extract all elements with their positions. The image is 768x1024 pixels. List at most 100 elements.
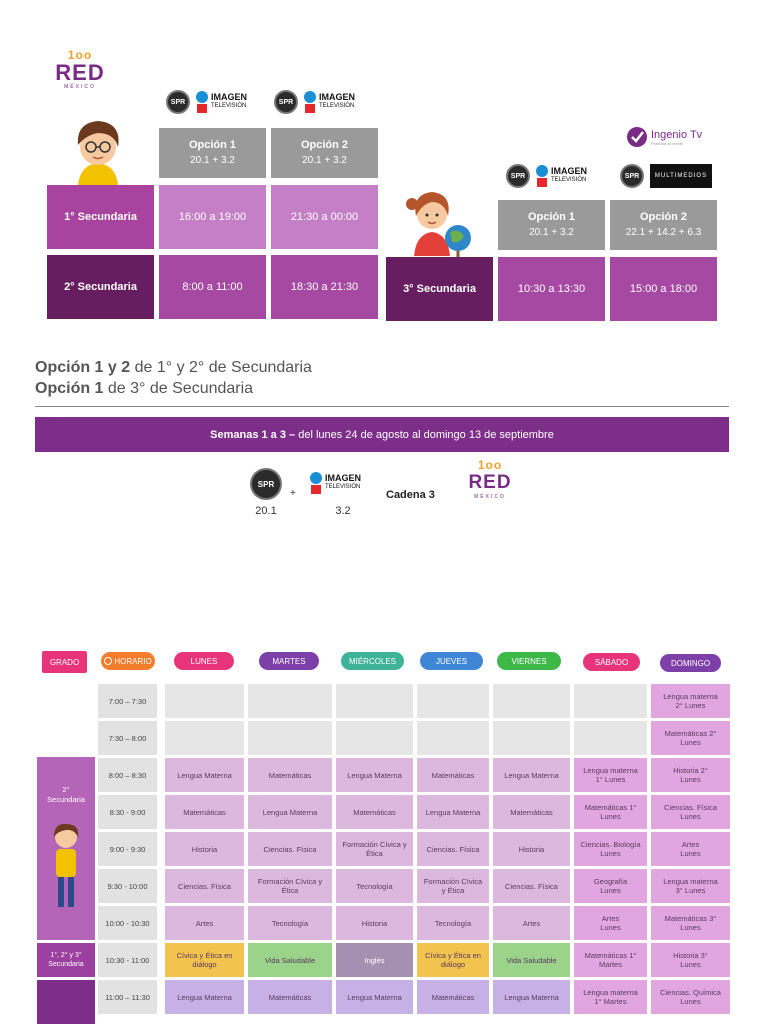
option-channels: 20.1 + 3.2 xyxy=(190,155,235,166)
schedule-cell: Tecnología xyxy=(417,906,489,940)
spr-channel-number: 20.1 xyxy=(255,505,277,517)
schedule-cell: Inglés xyxy=(336,943,413,977)
spr-logo: SPR xyxy=(250,468,282,500)
grade-column-all: 1°, 2° y 3° Secundaria xyxy=(37,943,95,977)
schedule-cell: Formación Cívica y Ética xyxy=(248,869,332,903)
day-header-viernes: VIERNES xyxy=(497,652,561,670)
schedule-cell: Matemáticas xyxy=(336,795,413,829)
schedule-cell: Geografía Lunes xyxy=(574,869,647,903)
spr-logo: SPR xyxy=(506,164,530,188)
ingenio-tv-logo: Ingenio Tv Potencia tu mente xyxy=(626,126,702,148)
schedule-cell: Artes Lunes xyxy=(651,832,730,866)
schedule-cell: Matemáticas xyxy=(417,758,489,792)
time-cell: 18:30 a 21:30 xyxy=(271,255,378,319)
schedule-cell xyxy=(336,684,413,718)
imagen-tv-logo: IMAGEN TELEVISIÓN xyxy=(536,165,587,187)
schedule-cell: Lengua Materna xyxy=(417,795,489,829)
schedule-cell: Ciencias. Biología Lunes xyxy=(574,832,647,866)
schedule-cell: Ciencias. Química Lunes xyxy=(651,980,730,1014)
schedule-cell: Lengua Materna xyxy=(336,758,413,792)
schedule-cell: Cívica y Ética en diálogo xyxy=(417,943,489,977)
spr-logo: SPR xyxy=(166,90,190,114)
spr-logo: SPR xyxy=(274,90,298,114)
left-option-2-header: Opción 2 20.1 + 3.2 xyxy=(271,128,378,178)
option-label: Opción 2 xyxy=(300,139,349,151)
grade-1-label: 1° Secundaria xyxy=(47,185,154,249)
time-cell: 21:30 a 00:00 xyxy=(271,185,378,249)
logo-sub: MÉXICO xyxy=(474,494,506,500)
channel-logo-group-1: SPR IMAGEN TELEVISIÓN xyxy=(166,90,247,114)
schedule-cell: Matemáticas xyxy=(248,980,332,1014)
schedule-cell: Matemáticas xyxy=(165,795,244,829)
divider xyxy=(35,406,729,407)
schedule-cell: Lengua Materna xyxy=(165,980,244,1014)
channel-logo-group-2: SPR IMAGEN TELEVISIÓN xyxy=(274,90,355,114)
imagen-name: IMAGEN xyxy=(211,92,247,102)
option-channels: 22.1 + 14.2 + 6.3 xyxy=(625,227,702,238)
time-slot: 10:30 - 11:00 xyxy=(98,943,157,977)
schedule-cell: Ciencias. Física xyxy=(417,832,489,866)
multimedios-logo: MULTIMEDIOS xyxy=(650,164,712,188)
logo-word: RED xyxy=(55,60,105,85)
schedule-cell: Lengua materna 3° Lunes xyxy=(651,869,730,903)
schedule-cell xyxy=(417,684,489,718)
imagen-tv-logo: IMAGEN TELEVISIÓN xyxy=(310,472,361,494)
cadena-label: Cadena 3 xyxy=(386,489,435,501)
schedule-cell: Lengua materna 1° Martes xyxy=(574,980,647,1014)
schedule-cell: Lengua Materna xyxy=(493,758,570,792)
schedule-cell: Lengua Materna xyxy=(336,980,413,1014)
plus-sign: + xyxy=(290,488,296,499)
schedule-cell xyxy=(248,684,332,718)
ingenio-sub: Potencia tu mente xyxy=(651,140,684,146)
schedule-cell: Matemáticas xyxy=(417,980,489,1014)
schedule-cell: Tecnología xyxy=(336,869,413,903)
imagen-sub: TELEVISIÓN xyxy=(325,484,361,490)
schedule-cell xyxy=(165,684,244,718)
time-slot: 7:00 – 7:30 xyxy=(98,684,157,718)
schedule-cell: Historia 3° Lunes xyxy=(651,943,730,977)
imagen-name: IMAGEN xyxy=(325,473,361,483)
logo-sub: MÉXICO xyxy=(64,84,96,90)
day-header-miercoles: MIÉRCOLES xyxy=(341,652,404,670)
legend-text: de 1° y 2° de Secundaria xyxy=(130,359,312,376)
schedule-cell: Matemáticas 2° Lunes xyxy=(651,721,730,755)
time-cell: 16:00 a 19:00 xyxy=(159,185,266,249)
girl-illustration xyxy=(406,192,471,257)
grade-label: 2° Secundaria xyxy=(47,785,85,804)
time-cell: 8:00 a 11:00 xyxy=(159,255,266,319)
grado-header: GRADO xyxy=(42,651,87,673)
schedule-cell: Matemáticas 3° Lunes xyxy=(651,906,730,940)
schedule-cell xyxy=(493,721,570,755)
time-cell: 15:00 a 18:00 xyxy=(610,257,717,321)
banner-bold: Semanas 1 a 3 – xyxy=(210,428,296,441)
time-cell: 10:30 a 13:30 xyxy=(498,257,605,321)
schedule-cell xyxy=(248,721,332,755)
legend-text: de 3° de Secundaria xyxy=(103,380,254,397)
schedule-cell: Ciencias. Física xyxy=(248,832,332,866)
option-channels: 20.1 + 3.2 xyxy=(302,155,347,166)
schedule-cell: Matemáticas xyxy=(493,795,570,829)
legend-bold: Opción 1 xyxy=(35,380,104,397)
legend-line-1: Opción 1 y 2 de 1° y 2° de Secundaria xyxy=(35,357,312,378)
schedule-cell: Historia xyxy=(493,832,570,866)
schedule-cell xyxy=(574,721,647,755)
weeks-banner: Semanas 1 a 3 – del lunes 24 de agosto a… xyxy=(35,417,729,452)
time-slot: 9:00 - 9:30 xyxy=(98,832,157,866)
schedule-cell: Matemáticas 1° Lunes xyxy=(574,795,647,829)
logo-swirl: 1oo xyxy=(477,458,503,472)
legend-bold: Opción 1 y 2 xyxy=(35,359,131,376)
left-option-1-header: Opción 1 20.1 + 3.2 xyxy=(159,128,266,178)
schedule-cell xyxy=(417,721,489,755)
legend-line-2: Opción 1 de 3° de Secundaria xyxy=(35,378,312,399)
option-channels: 20.1 + 3.2 xyxy=(529,227,574,238)
schedule-cell: Matemáticas xyxy=(248,758,332,792)
ingenio-name: Ingenio Tv xyxy=(651,128,703,141)
check-icon xyxy=(627,127,647,147)
time-slot: 7:30 – 8:00 xyxy=(98,721,157,755)
schedule-cell: Ciencias. Física Lunes xyxy=(651,795,730,829)
banner-text: del lunes 24 de agosto al domingo 13 de … xyxy=(295,428,554,441)
schedule-cell: Historia xyxy=(165,832,244,866)
channel-logo-group-3: SPR IMAGEN TELEVISIÓN xyxy=(506,164,587,188)
boy-illustration xyxy=(77,121,119,185)
option-label: Opción 1 xyxy=(188,139,237,151)
